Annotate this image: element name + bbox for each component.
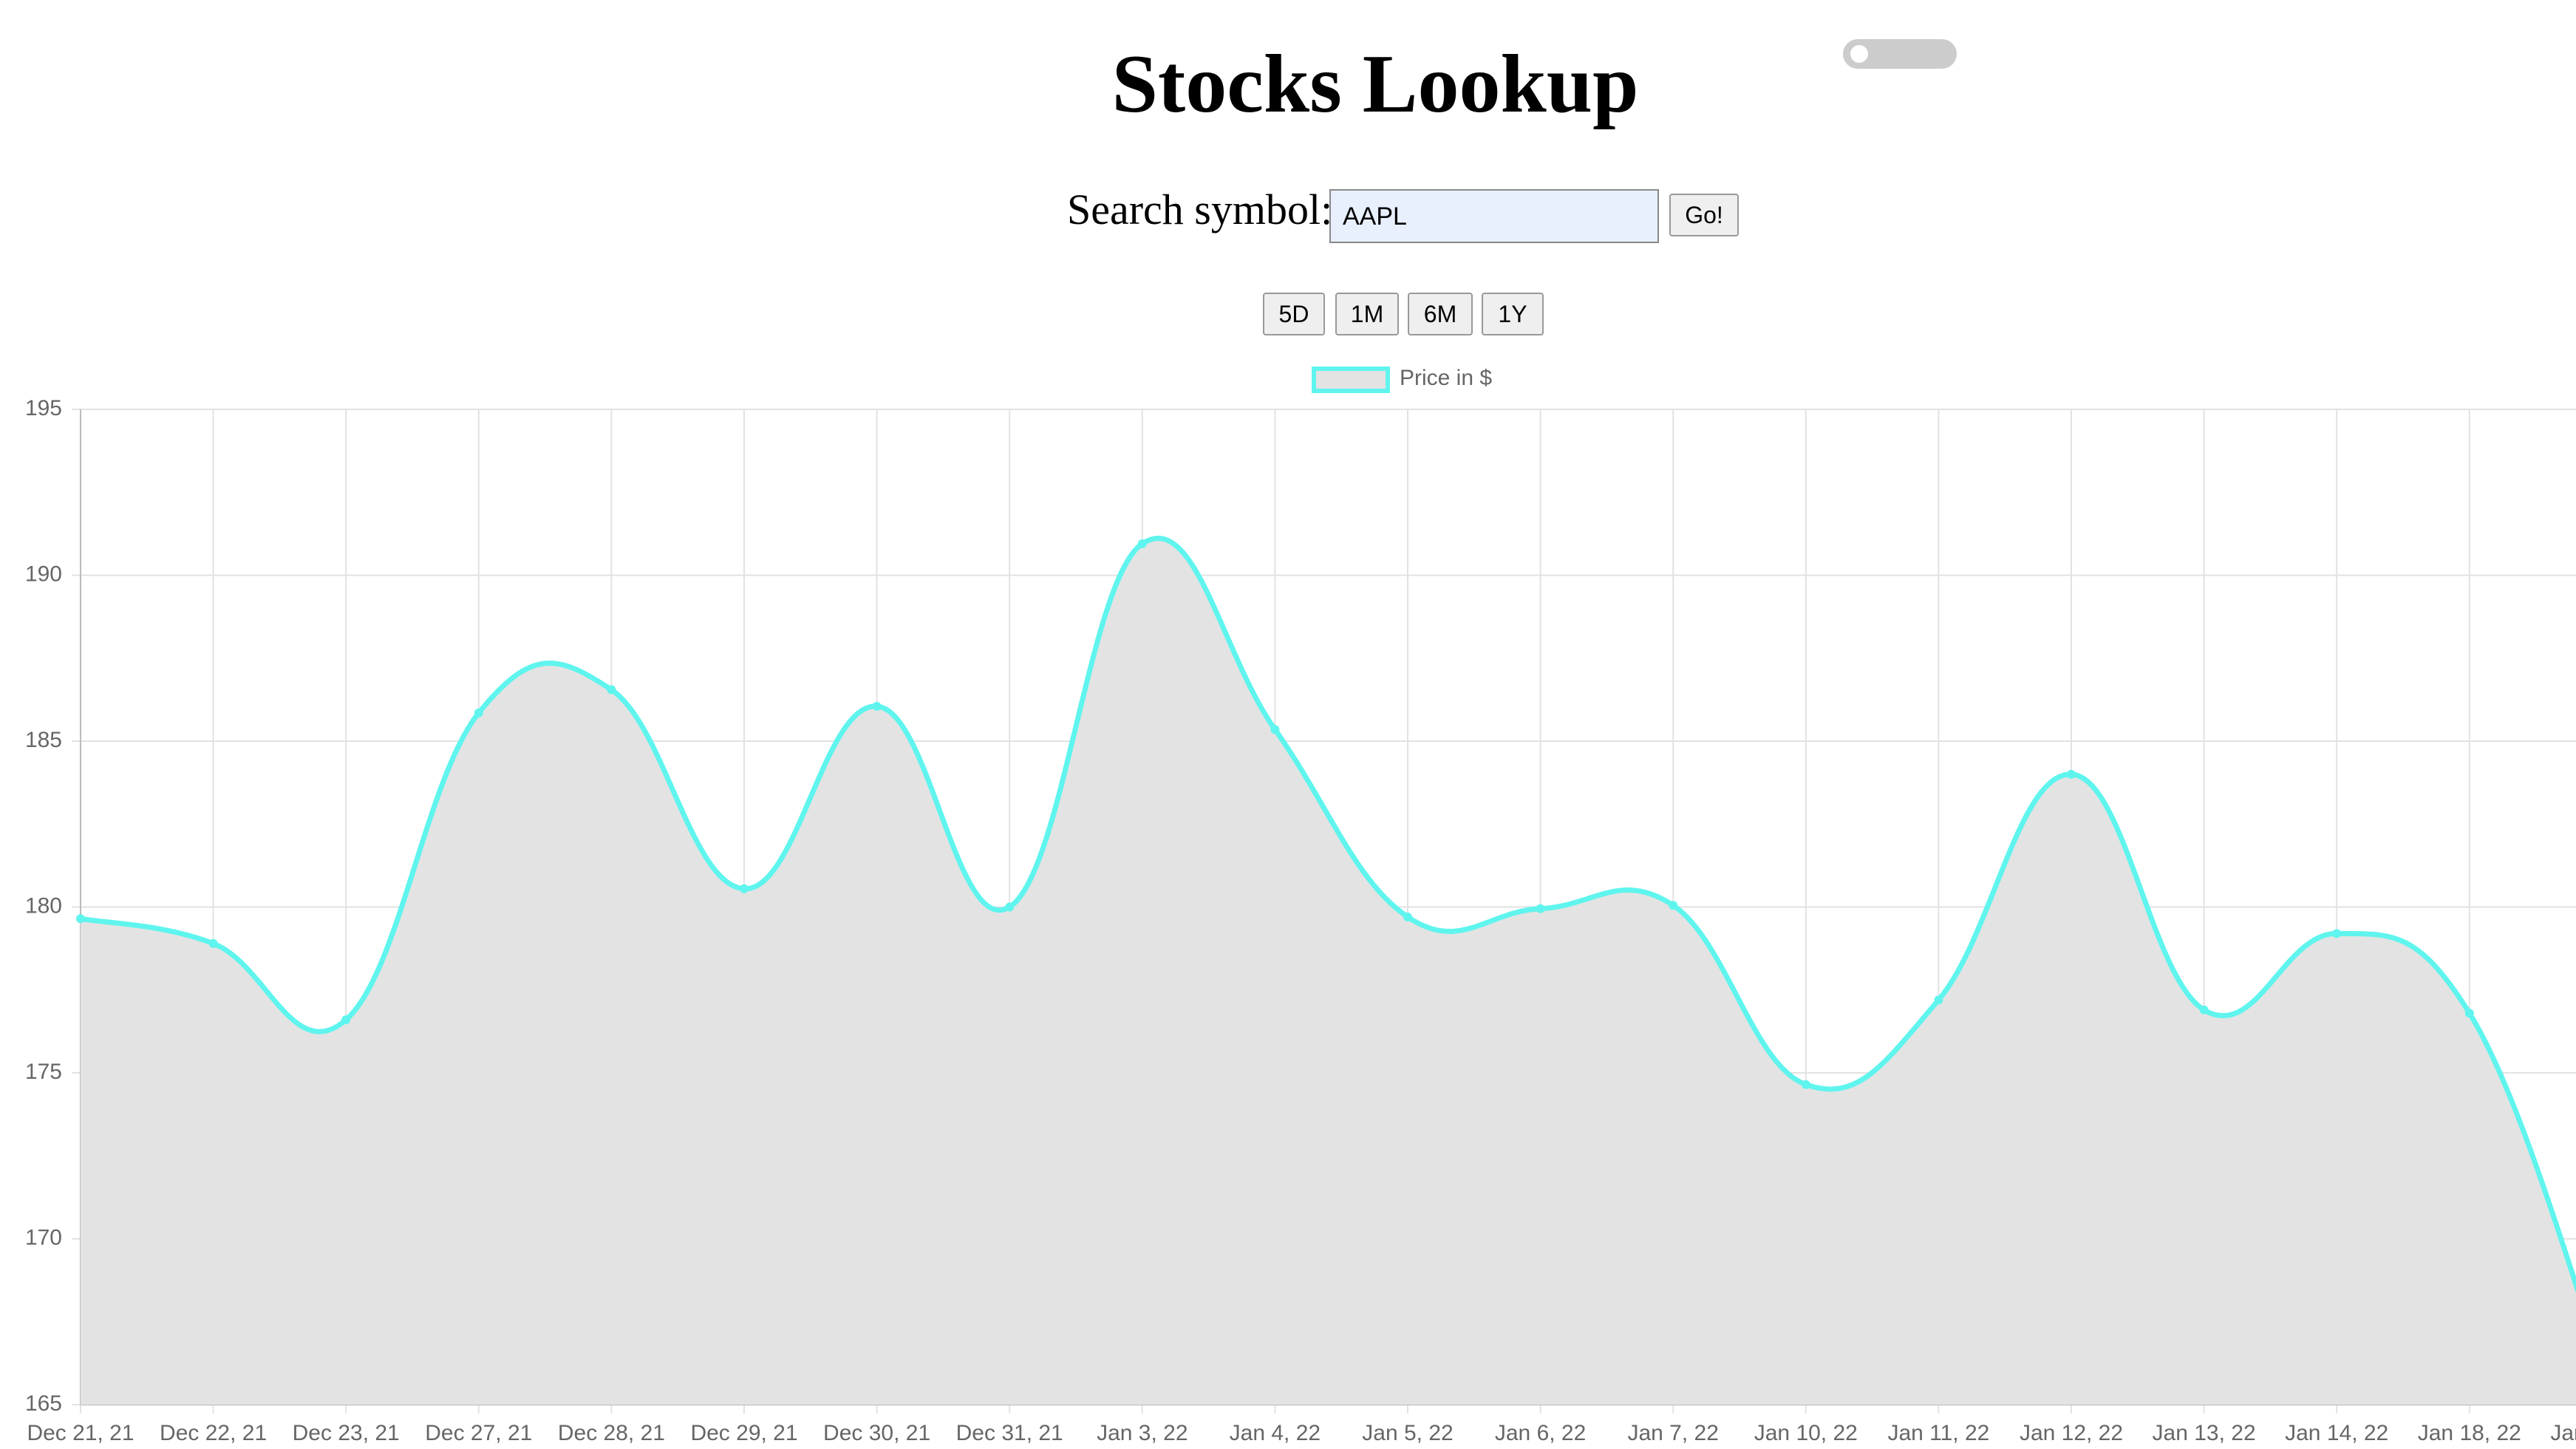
legend-label: Price in $: [1400, 366, 1492, 390]
page-title: Stocks Lookup: [1111, 38, 1639, 130]
x-tick-label: Dec 21, 21: [27, 1421, 134, 1445]
x-tick-label: Jan 4, 22: [1230, 1421, 1321, 1445]
data-point: [2464, 1009, 2474, 1018]
range-button[interactable]: 6M: [1408, 293, 1473, 335]
y-tick-label: 180: [25, 893, 62, 918]
data-point: [1801, 1080, 1810, 1089]
search-label: Search symbol:: [1067, 185, 1333, 233]
data-point: [1137, 539, 1147, 548]
x-tick-label: Dec 23, 21: [293, 1421, 400, 1445]
x-tick-label: Jan 6, 22: [1495, 1421, 1586, 1445]
range-button[interactable]: 1M: [1335, 293, 1399, 335]
data-point: [872, 701, 882, 711]
x-tick-label: Jan 14, 22: [2285, 1421, 2388, 1445]
data-point: [1934, 995, 1943, 1005]
x-tick-label: Dec 31, 21: [956, 1421, 1063, 1445]
x-tick-label: Jan 18, 22: [2418, 1421, 2521, 1445]
x-tick-label: Jan 3, 22: [1097, 1421, 1188, 1445]
area-fill: [81, 538, 2576, 1405]
search-input[interactable]: AAPL: [1329, 189, 1659, 243]
data-point: [208, 938, 218, 948]
x-tick-label: Dec 28, 21: [558, 1421, 665, 1445]
x-tick-label: Dec 27, 21: [425, 1421, 532, 1445]
y-tick-label: 190: [25, 562, 62, 586]
go-button[interactable]: Go!: [1669, 194, 1739, 236]
x-tick-label: Jan 10, 22: [1754, 1421, 1858, 1445]
price-line: [80, 536, 2576, 1293]
legend-swatch: [1312, 366, 1390, 393]
y-tick-label: 185: [25, 728, 62, 752]
x-tick-label: Jan 12, 22: [2020, 1421, 2123, 1445]
y-tick-label: 195: [25, 396, 62, 420]
y-tick-label: 170: [25, 1225, 62, 1249]
x-tick-label: Dec 30, 21: [823, 1421, 930, 1445]
x-tick-label: Jan 7, 22: [1627, 1421, 1718, 1445]
theme-toggle[interactable]: [1843, 39, 1957, 69]
data-point: [607, 685, 616, 695]
x-tick-label: Jan 11, 22: [1887, 1421, 1989, 1445]
x-tick-label: Dec 22, 21: [160, 1421, 267, 1445]
x-tick-label: Jan 19, 22: [2550, 1421, 2576, 1445]
data-point: [2067, 769, 2076, 779]
data-point: [2332, 929, 2342, 938]
data-point: [474, 708, 483, 717]
y-tick-label: 165: [25, 1391, 62, 1416]
data-point: [1669, 901, 1678, 910]
data-point: [740, 884, 749, 893]
x-tick-label: Jan 5, 22: [1362, 1421, 1453, 1445]
data-point: [1270, 725, 1280, 734]
x-tick-label: Dec 29, 21: [690, 1421, 797, 1445]
data-point: [1536, 904, 1545, 913]
range-button[interactable]: 5D: [1263, 293, 1325, 335]
data-point: [76, 914, 85, 924]
data-point: [2199, 1005, 2209, 1015]
y-tick-label: 175: [25, 1060, 62, 1084]
data-point: [1403, 912, 1412, 921]
data-point: [341, 1015, 351, 1025]
data-point: [1005, 902, 1015, 912]
x-tick-label: Jan 13, 22: [2153, 1421, 2256, 1445]
range-button[interactable]: 1Y: [1482, 293, 1544, 335]
